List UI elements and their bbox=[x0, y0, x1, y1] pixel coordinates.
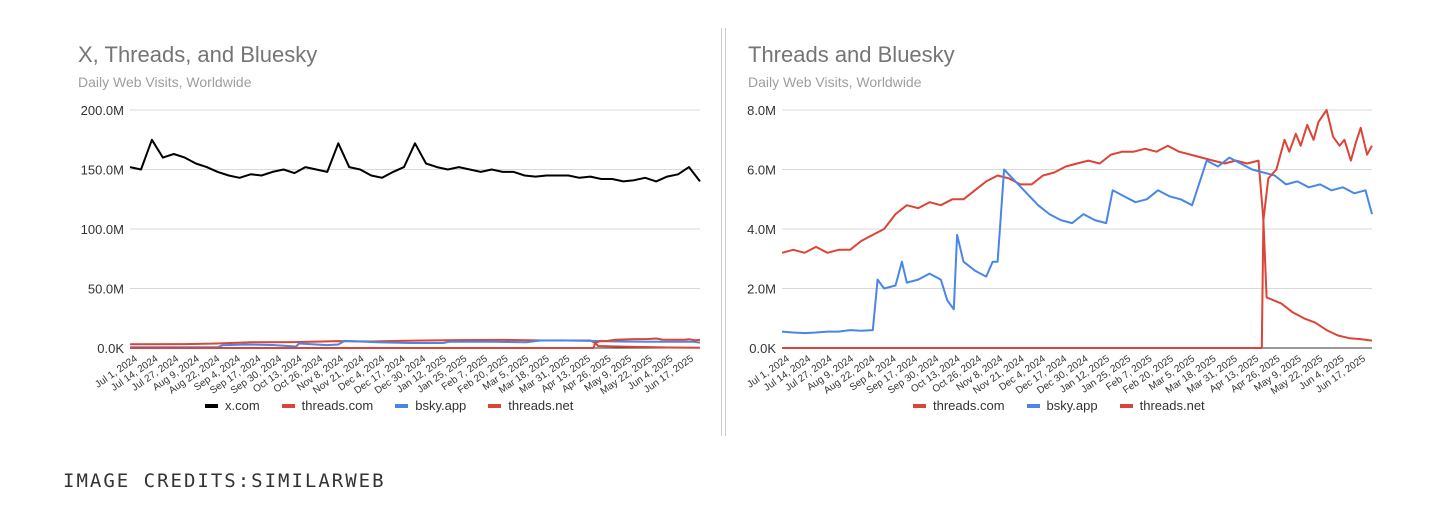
legend-label: bsky.app bbox=[415, 398, 467, 413]
legend-label: threads.net bbox=[508, 398, 574, 413]
y-tick-label: 50.0M bbox=[88, 282, 124, 297]
chart-legend: threads.com bsky.app threads.net bbox=[913, 398, 1205, 413]
legend-item: threads.com bbox=[281, 398, 374, 413]
y-tick-label: 150.0M bbox=[81, 163, 124, 178]
y-tick-label: 100.0M bbox=[81, 222, 124, 237]
legend-label: bsky.app bbox=[1046, 398, 1098, 413]
legend-swatch bbox=[488, 403, 502, 408]
image-credits: IMAGE CREDITS:SIMILARWEB bbox=[63, 470, 386, 492]
chart-x-threads-bluesky: X, Threads, and Bluesky Daily Web Visits… bbox=[60, 30, 715, 440]
y-tick-label: 4.0M bbox=[747, 222, 776, 237]
legend-item: threads.net bbox=[1119, 398, 1205, 413]
legend-item: bsky.app bbox=[1026, 398, 1098, 413]
chart-title: X, Threads, and Bluesky bbox=[78, 42, 318, 67]
legend-label: threads.com bbox=[933, 398, 1005, 413]
series-line-threads-com bbox=[130, 337, 701, 349]
series-line-threads-net bbox=[781, 144, 1373, 342]
legend-label: threads.net bbox=[1139, 398, 1205, 413]
legend-item: bsky.app bbox=[395, 398, 466, 413]
legend-swatch bbox=[913, 403, 926, 408]
legend-item: x.com bbox=[205, 398, 260, 413]
legend-swatch bbox=[281, 403, 295, 408]
legend-label: x.com bbox=[225, 398, 260, 413]
legend-item: threads.com bbox=[913, 398, 1005, 413]
series-line-x-com bbox=[129, 138, 701, 183]
y-tick-label: 2.0M bbox=[747, 282, 776, 297]
series-line-threads-net bbox=[129, 338, 701, 349]
y-tick-label: 8.0M bbox=[747, 103, 776, 118]
legend-item: threads.net bbox=[488, 398, 573, 413]
chart-subtitle: Daily Web Visits, Worldwide bbox=[78, 74, 252, 90]
y-tick-label: 6.0M bbox=[747, 163, 776, 178]
legend-swatch bbox=[1119, 403, 1133, 408]
y-tick-label: 200.0M bbox=[81, 103, 124, 118]
chart-threads-bluesky: Threads and Bluesky Daily Web Visits, Wo… bbox=[730, 30, 1390, 440]
panel-divider bbox=[721, 28, 726, 436]
legend-swatch bbox=[1026, 403, 1040, 408]
legend-swatch bbox=[205, 403, 218, 408]
legend-swatch bbox=[395, 403, 409, 408]
y-tick-label: 0.0K bbox=[97, 341, 124, 356]
chart-legend: x.com threads.com bsky.app threads.net bbox=[205, 398, 573, 413]
y-tick-label: 0.0K bbox=[749, 341, 776, 356]
chart-title: Threads and Bluesky bbox=[748, 42, 955, 67]
series-line-bsky-app bbox=[781, 156, 1373, 335]
chart-subtitle: Daily Web Visits, Worldwide bbox=[748, 74, 922, 90]
legend-label: threads.com bbox=[301, 398, 374, 413]
series-line-threads-com bbox=[782, 109, 1373, 349]
